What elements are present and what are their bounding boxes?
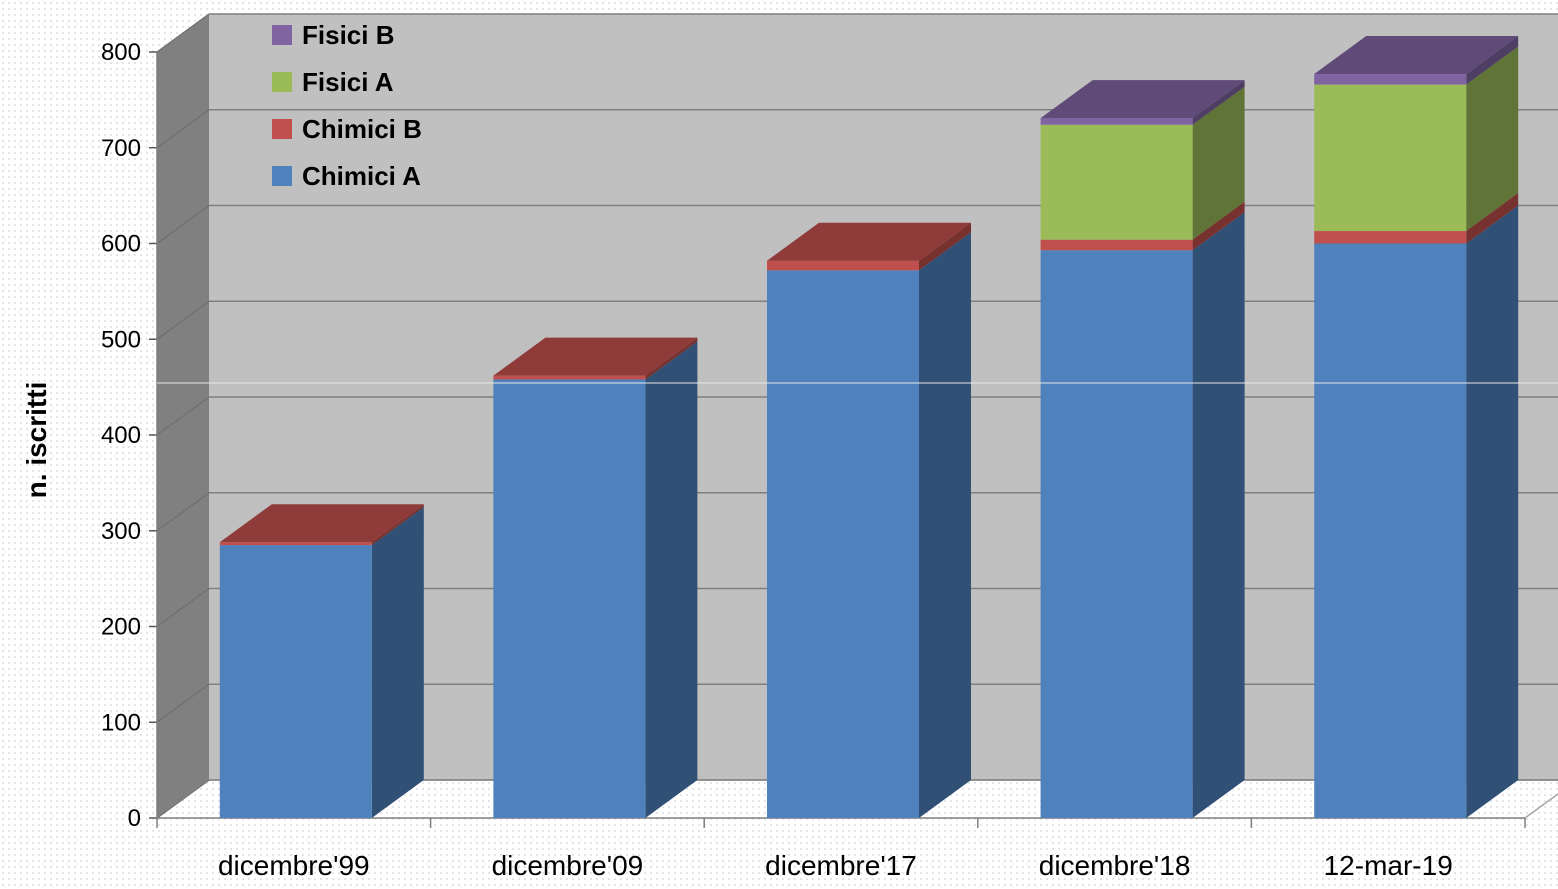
bar-top xyxy=(493,337,698,376)
bar-segment xyxy=(493,375,646,380)
bar-segment xyxy=(767,270,919,818)
y-axis-label: n. iscritti xyxy=(21,382,52,499)
gridline-diagonal xyxy=(156,205,210,244)
legend-swatch xyxy=(272,72,292,92)
gridline-diagonal xyxy=(156,779,210,819)
bar-segment xyxy=(1314,231,1467,244)
bar-side xyxy=(645,337,698,380)
y-tick-label: 0 xyxy=(128,805,141,832)
bar-segment xyxy=(1314,243,1467,818)
gridline-diagonal xyxy=(156,13,210,53)
legend-swatch xyxy=(272,166,292,186)
bar-side xyxy=(1192,212,1245,818)
legend-swatch xyxy=(272,119,292,139)
y-tick-label: 600 xyxy=(101,231,141,258)
y-tick-label: 100 xyxy=(101,709,141,736)
bar-top xyxy=(1040,80,1245,119)
bar-side xyxy=(1192,86,1245,240)
bar-segment xyxy=(1040,118,1193,125)
bar-side xyxy=(1466,193,1519,244)
bar-side xyxy=(1466,36,1519,85)
y-tick-label: 800 xyxy=(101,39,141,66)
bar-side xyxy=(371,504,424,546)
bar-segment xyxy=(219,545,372,818)
bar-segment xyxy=(767,260,919,271)
bar-side xyxy=(371,507,424,818)
y-tick-label: 200 xyxy=(101,614,141,641)
bar-segment xyxy=(1040,239,1193,251)
bar-side xyxy=(1466,205,1519,818)
bar-top xyxy=(1314,36,1519,75)
bar-side xyxy=(919,222,971,271)
bar-segment xyxy=(493,379,646,818)
bar-side xyxy=(645,341,698,818)
y-tick-label: 700 xyxy=(101,135,141,162)
gridline-diagonal xyxy=(156,492,210,532)
bar-segment xyxy=(1040,124,1193,240)
x-tick-label: dicembre'09 xyxy=(492,850,644,881)
bar-side xyxy=(1466,46,1519,232)
legend-label: Chimici A xyxy=(302,161,421,191)
bar-top xyxy=(219,504,424,543)
gridline-diagonal xyxy=(156,109,210,149)
bar-top xyxy=(767,222,971,261)
legend-label: Chimici B xyxy=(302,114,422,144)
gridline-diagonal xyxy=(156,396,210,436)
gridline-diagonal xyxy=(156,683,210,723)
bar-segment xyxy=(1314,84,1467,232)
x-tick-label: 12-mar-19 xyxy=(1324,850,1453,881)
x-tick-label: dicembre'17 xyxy=(765,850,917,881)
bar-side xyxy=(1192,80,1245,125)
legend-swatch xyxy=(272,25,292,45)
bar-side xyxy=(919,232,971,818)
bar-segment xyxy=(219,542,372,546)
x-tick-label: dicembre'99 xyxy=(218,850,370,881)
bar-segment xyxy=(1040,250,1193,818)
bar-side xyxy=(1192,201,1245,251)
y-tick-label: 400 xyxy=(101,422,141,449)
y-tick-label: 300 xyxy=(101,518,141,545)
bar-segment xyxy=(1314,74,1467,85)
y-tick-label: 500 xyxy=(101,326,141,353)
gridline-diagonal xyxy=(156,588,210,627)
gridline-diagonal xyxy=(156,300,210,340)
legend-label: Fisici A xyxy=(302,67,394,97)
x-tick-label: dicembre'18 xyxy=(1039,850,1191,881)
legend-label: Fisici B xyxy=(302,20,394,50)
